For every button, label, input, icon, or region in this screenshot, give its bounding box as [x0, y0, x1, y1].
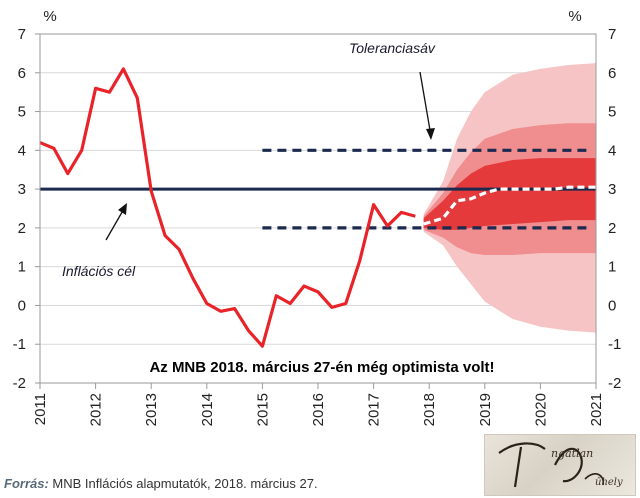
target-arrow	[105, 206, 126, 241]
x-tick-label: 2012	[88, 393, 105, 426]
y-tick-label-left: 1	[18, 259, 26, 276]
target-label: Inflációs cél	[62, 263, 136, 279]
x-tick-label: 2015	[254, 393, 271, 426]
actual-inflation-line	[39, 67, 416, 348]
y-tick-label-left: 6	[18, 65, 26, 82]
y-tick-label-right: 0	[608, 297, 616, 314]
target-arrowhead	[118, 203, 127, 215]
y-unit-left: %	[43, 8, 56, 25]
source-label: Forrás:	[4, 476, 49, 491]
fan-band-inner	[423, 158, 596, 230]
tolerance-arrowhead	[426, 128, 435, 140]
svg-text:ngatlan: ngatlan	[551, 447, 593, 460]
x-tick-label: 2021	[588, 393, 605, 426]
y-tick-label-right: 5	[608, 104, 616, 121]
x-tick-label: 2017	[366, 393, 383, 426]
y-tick-label-left: 4	[18, 142, 26, 159]
y-tick-labels-left: -2 -1 0 1 2 3 4 5 6 7	[13, 26, 26, 392]
y-tick-label-right: 7	[608, 26, 616, 43]
y-tick-label-right: 1	[608, 259, 616, 276]
tolerance-band-label: Toleranciasáv	[349, 40, 436, 56]
y-tick-label-left: 7	[18, 26, 26, 43]
y-tick-label-right: 6	[608, 65, 616, 82]
actual-inflation-series	[39, 67, 416, 348]
tolerance-band-lines	[262, 148, 590, 230]
forecast-median-line	[423, 185, 596, 226]
x-tick-label: 2011	[32, 393, 49, 425]
x-tick-label: 2016	[310, 393, 327, 426]
y-tick-label-left: 5	[18, 104, 26, 121]
y-tick-label-right: 2	[608, 220, 616, 237]
y-tick-labels-right: -2 -1 0 1 2 3 4 5 6 7	[608, 26, 621, 392]
axes	[35, 33, 597, 389]
x-tick-label: 2019	[477, 393, 494, 426]
watermark-logo: ngatlan űhely	[484, 434, 636, 496]
y-tick-label-left: -2	[13, 375, 26, 392]
y-unit-right: %	[568, 8, 581, 25]
y-tick-label-right: -1	[608, 336, 621, 353]
x-tick-labels: 2011 2012 2013 2014 2015 2016 2017 2018 2019 2020…	[32, 393, 605, 426]
y-tick-label-right: -2	[608, 375, 621, 392]
x-tick-label: 2020	[532, 393, 549, 426]
forecast-fan-bands	[423, 63, 596, 333]
source-text: MNB Inflációs alapmutatók, 2018. március…	[48, 476, 318, 491]
y-tick-label-left: 2	[18, 220, 26, 237]
y-tick-label-left: 0	[18, 297, 26, 314]
source-note: Forrás: MNB Inflációs alapmutatók, 2018.…	[4, 476, 318, 491]
y-tick-label-right: 3	[608, 181, 616, 198]
forecast-median-series	[423, 185, 596, 226]
tolerance-arrow	[419, 71, 432, 137]
x-tick-label: 2014	[199, 393, 216, 426]
x-tick-label: 2013	[143, 393, 160, 426]
y-tick-label-left: -1	[13, 336, 26, 353]
y-tick-label-right: 4	[608, 142, 616, 159]
headline-annotation: Az MNB 2018. március 27-én még optimista…	[149, 359, 494, 376]
x-tick-label: 2018	[421, 393, 438, 426]
y-tick-label-left: 3	[18, 181, 26, 198]
svg-text:űhely: űhely	[595, 477, 623, 488]
